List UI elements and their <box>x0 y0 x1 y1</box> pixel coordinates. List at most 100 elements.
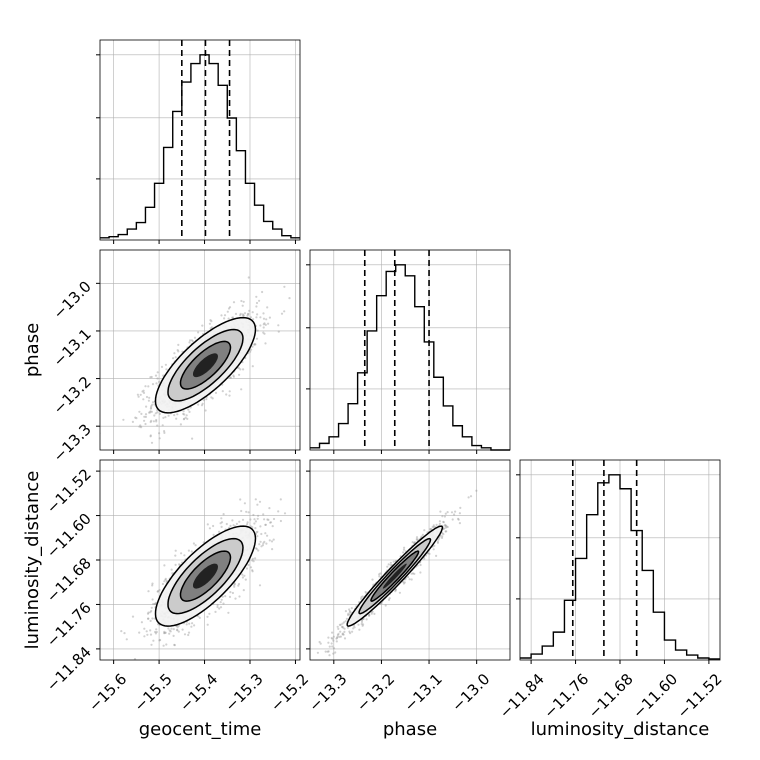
sample-point <box>342 621 346 624</box>
sample-point <box>241 576 244 579</box>
sample-point <box>149 411 152 414</box>
sample-point <box>240 299 243 303</box>
sample-point <box>226 310 229 313</box>
sample-point <box>446 525 449 529</box>
sample-point <box>147 617 150 620</box>
sample-point <box>370 612 373 615</box>
sample-point <box>155 630 158 634</box>
sample-point <box>183 413 186 416</box>
sample-point <box>254 520 257 523</box>
sample-point <box>231 316 234 319</box>
sample-point <box>432 525 435 528</box>
sample-point <box>413 541 416 544</box>
sample-point <box>247 312 250 315</box>
sample-point <box>270 540 274 543</box>
sample-point <box>201 324 204 327</box>
sample-point <box>344 620 347 623</box>
sample-point <box>348 613 351 616</box>
y-tick-label: −11.84 <box>43 643 95 695</box>
sample-point <box>246 521 249 524</box>
sample-point <box>150 606 153 609</box>
panel-frame <box>519 459 721 661</box>
sample-point <box>250 348 253 351</box>
histogram-panel-geocent_time <box>96 39 301 244</box>
sample-point <box>353 626 356 629</box>
sample-point <box>253 343 256 346</box>
sample-point <box>185 414 188 417</box>
sample-point <box>239 498 242 501</box>
sample-point <box>221 595 224 598</box>
sample-point <box>254 498 257 501</box>
sample-point <box>225 522 228 526</box>
sample-point <box>262 542 265 545</box>
sample-point <box>150 410 153 413</box>
sample-point <box>161 424 164 427</box>
sample-point <box>220 598 223 601</box>
sample-point <box>361 595 364 598</box>
sample-point <box>343 637 347 640</box>
sample-point <box>267 322 270 325</box>
sample-point <box>249 316 253 319</box>
sample-point <box>187 631 191 634</box>
sample-point <box>343 627 346 630</box>
sample-point <box>143 419 146 422</box>
sample-point <box>402 551 405 554</box>
sample-point <box>177 624 180 627</box>
sample-point <box>251 559 254 562</box>
sample-point <box>255 301 259 305</box>
sample-point <box>238 373 241 376</box>
y-tick-label: −11.60 <box>43 510 95 562</box>
sample-point <box>183 417 186 420</box>
sample-point <box>150 643 153 646</box>
sample-point <box>423 529 426 532</box>
sample-point <box>432 524 435 527</box>
sample-point <box>387 563 390 566</box>
sample-point <box>175 417 178 420</box>
x-tick-label: −11.84 <box>496 670 548 722</box>
sample-point <box>210 396 213 399</box>
density-fill <box>193 563 218 589</box>
sample-point <box>252 560 255 563</box>
sample-point <box>262 513 265 516</box>
sample-point <box>219 522 222 525</box>
sample-point <box>254 343 257 346</box>
sample-point <box>136 393 139 396</box>
sample-point <box>403 581 406 584</box>
sample-point <box>209 327 212 330</box>
x-tick-label: −13.3 <box>305 670 350 715</box>
sample-point <box>440 536 444 540</box>
sample-point <box>394 590 397 593</box>
sample-point <box>407 575 410 579</box>
sample-point <box>266 518 269 521</box>
sample-point <box>232 301 236 304</box>
sample-point <box>160 365 164 368</box>
sample-point <box>263 322 266 325</box>
sample-point <box>222 513 225 516</box>
sample-point <box>158 380 161 384</box>
sample-point <box>245 567 249 570</box>
sample-point <box>341 622 344 625</box>
sample-point <box>247 276 250 279</box>
sample-point <box>331 637 334 640</box>
sample-point <box>257 549 260 552</box>
sample-point <box>228 306 232 309</box>
density-contour <box>154 525 257 627</box>
sample-point <box>144 385 147 388</box>
sample-point <box>341 625 344 629</box>
plot-area <box>120 466 300 660</box>
sample-point <box>170 568 173 571</box>
sample-point <box>172 634 175 638</box>
sample-point <box>162 644 165 647</box>
sample-point <box>386 565 389 568</box>
sample-point <box>415 538 418 541</box>
sample-point <box>330 636 333 640</box>
sample-point <box>336 625 339 628</box>
sample-point <box>262 326 265 329</box>
sample-point <box>165 579 168 583</box>
sample-point <box>146 612 150 615</box>
sample-point <box>413 572 416 576</box>
sample-point <box>362 623 365 626</box>
sample-point <box>394 588 397 592</box>
sample-point <box>341 633 344 636</box>
sample-point <box>122 418 125 421</box>
